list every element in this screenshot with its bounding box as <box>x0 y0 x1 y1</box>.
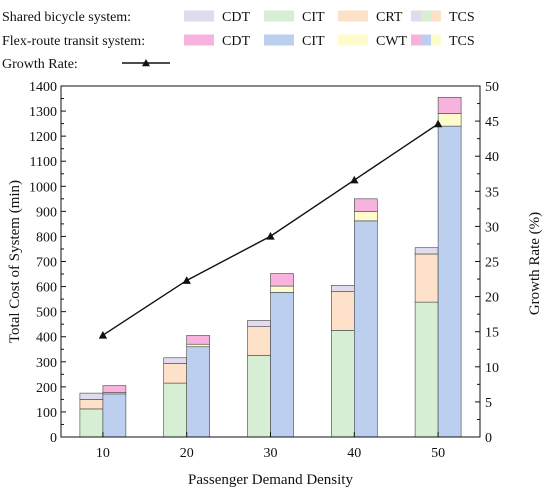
bar-transit-cwt-50 <box>437 113 462 127</box>
bar-bicycle-cdt-20 <box>163 357 187 364</box>
legend-swatch-crt <box>338 10 368 22</box>
growth-rate-line-layer <box>98 119 443 339</box>
y-tick-label: 1300 <box>29 105 57 120</box>
bar-transit-cit-20 <box>186 346 210 438</box>
bar-transit-cit-40 <box>353 220 378 438</box>
y2-tick-label: 20 <box>485 291 499 306</box>
y2-tick-label: 30 <box>485 220 499 235</box>
bar-transit-cdt-50 <box>437 96 462 114</box>
y-tick-label: 1100 <box>30 155 57 170</box>
bar-bicycle-crt-50 <box>414 253 439 303</box>
bar-bicycle-crt-30 <box>247 326 271 356</box>
y2-tick-label: 50 <box>485 80 499 95</box>
legend-label-cit: CIT <box>302 10 325 25</box>
y2-tick-label: 35 <box>485 185 499 200</box>
y2-tick-label: 0 <box>485 431 492 446</box>
legend-label-cdt: CDT <box>222 10 250 25</box>
y2-axis-title: Growth Rate (%) <box>527 212 543 315</box>
y-tick-label: 1000 <box>29 180 57 195</box>
bar-bicycle-cit-10 <box>79 408 104 438</box>
legend-label-tcs: TCS <box>449 10 475 25</box>
bar-bicycle-crt-40 <box>330 291 355 331</box>
legend-swatch-tcs-part <box>421 34 431 46</box>
bar-bicycle-cdt-10 <box>79 392 104 400</box>
legend-swatch-tcs-part <box>411 10 421 22</box>
legend-row-label: Flex-route transit system: <box>2 34 145 49</box>
bars-layer <box>79 96 462 438</box>
y-tick-label: 900 <box>36 205 57 220</box>
legend-swatch-tcs-part <box>431 34 441 46</box>
y-axis-title: Total Cost of System (min) <box>7 180 23 343</box>
y2-tick-label: 10 <box>485 361 499 376</box>
bar-transit-cit-10 <box>102 393 127 438</box>
growth-rate-point-40 <box>350 175 359 184</box>
y-tick-label: 600 <box>36 281 57 296</box>
bar-transit-cdt-20 <box>186 335 210 345</box>
legend-swatch-cdt <box>184 10 214 22</box>
bar-transit-cdt-30 <box>270 273 294 287</box>
bar-transit-cit-30 <box>270 292 294 438</box>
x-tick-label: 50 <box>431 446 445 461</box>
legend-growth-marker <box>142 59 150 67</box>
y-tick-label: 700 <box>36 256 57 271</box>
legend-label-cwt: CWT <box>376 34 408 49</box>
y2-tick-label: 25 <box>485 256 499 271</box>
y-tick-label: 200 <box>36 381 57 396</box>
x-tick-label: 30 <box>264 446 278 461</box>
y-tick-label: 800 <box>36 230 57 245</box>
bar-transit-cit-50 <box>437 125 462 438</box>
growth-rate-point-30 <box>266 232 275 240</box>
bar-transit-cdt-10 <box>102 385 127 393</box>
bar-bicycle-cdt-50 <box>414 247 439 255</box>
bar-bicycle-cdt-40 <box>330 285 355 292</box>
y2-tick-label: 40 <box>485 150 499 165</box>
bar-bicycle-crt-20 <box>163 363 187 384</box>
growth-rate-point-20 <box>182 276 191 284</box>
legend-label-cdt: CDT <box>222 34 250 49</box>
bar-bicycle-cdt-30 <box>247 320 271 327</box>
y2-tick-label: 5 <box>485 396 492 411</box>
y-tick-label: 300 <box>36 356 57 371</box>
bar-transit-cwt-40 <box>353 211 378 222</box>
x-tick-label: 20 <box>180 446 194 461</box>
bar-transit-cwt-20 <box>186 343 210 348</box>
legend-label-crt: CRT <box>376 10 403 25</box>
growth-rate-point-10 <box>98 331 108 339</box>
legend-label-tcs: TCS <box>449 34 475 49</box>
y-tick-label: 500 <box>36 306 57 321</box>
legend-swatch-tcs-part <box>421 10 431 22</box>
legend: Shared bicycle system: CDT CIT CRT TCS Flex-r… <box>2 10 475 72</box>
y2-tick-label: 45 <box>485 115 499 130</box>
bar-transit-cdt-40 <box>353 198 378 212</box>
bar-bicycle-crt-10 <box>79 399 104 410</box>
growth-rate-point-50 <box>433 119 443 128</box>
legend-swatch-cdt <box>184 34 214 46</box>
legend-row-label: Growth Rate: <box>2 57 78 72</box>
legend-swatch-cit <box>264 34 294 46</box>
legend-swatch-tcs-part <box>411 34 421 46</box>
legend-swatch-cwt <box>338 34 368 46</box>
y-tick-label: 400 <box>36 331 57 346</box>
legend-swatch-tcs-part <box>431 10 441 22</box>
legend-label-cit: CIT <box>302 34 325 49</box>
y-tick-label: 100 <box>36 406 57 421</box>
bar-bicycle-cit-20 <box>163 382 187 438</box>
x-tick-label: 10 <box>96 446 110 461</box>
y-tick-label: 1400 <box>29 80 57 95</box>
bar-bicycle-cit-30 <box>247 355 271 438</box>
axes-layer: 0100200300400500600700800900100011001200… <box>29 80 499 461</box>
y-tick-label: 0 <box>50 431 57 446</box>
legend-row-label: Shared bicycle system: <box>2 10 131 25</box>
bar-bicycle-cit-50 <box>414 301 439 438</box>
y-tick-label: 1200 <box>29 130 57 145</box>
bar-bicycle-cit-40 <box>330 330 355 438</box>
bar-transit-cwt-30 <box>270 285 294 293</box>
x-axis-title: Passenger Demand Density <box>188 472 353 488</box>
legend-swatch-cit <box>264 10 294 22</box>
x-tick-label: 40 <box>347 446 361 461</box>
y2-tick-label: 15 <box>485 326 499 341</box>
